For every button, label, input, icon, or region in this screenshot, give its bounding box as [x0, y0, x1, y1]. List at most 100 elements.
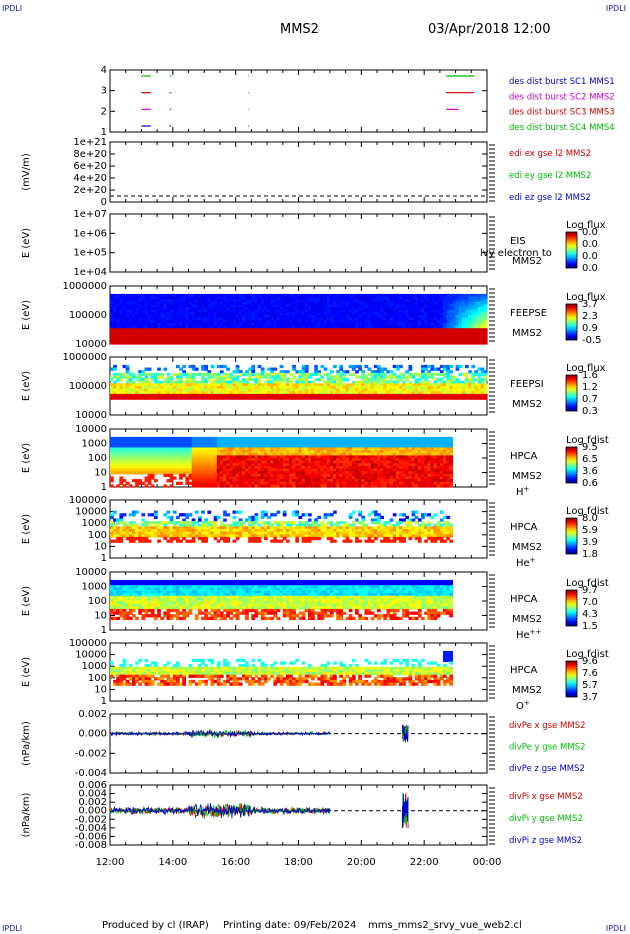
- eis-instrument-label: EIS: [510, 236, 526, 247]
- x-tick-label: 00:00: [473, 857, 502, 868]
- feepsi-ylabel: E (eV): [21, 371, 32, 401]
- x-tick-label: 20:00: [347, 857, 376, 868]
- burst-ytick-label: 2: [101, 106, 107, 117]
- hpca_h-colorbar-tick: 6.5: [582, 454, 598, 465]
- divpe-legend-entry: divPe y gse MMS2: [509, 743, 586, 753]
- feepse-colorbar-tick: 2.3: [582, 311, 598, 322]
- divpi-ytick-label: -0.006: [75, 831, 107, 842]
- burst-legend-entry: des dist burst SC3 MMS3: [509, 108, 615, 118]
- burst-ytick-label: 1: [101, 127, 107, 138]
- feepse-ytick-label: 10000: [75, 339, 107, 350]
- hpca_h-ytick-label: 1: [101, 482, 107, 493]
- feepse-ylabel: E (eV): [21, 300, 32, 330]
- hpca_o-ytick-label: 1000: [82, 661, 107, 672]
- corner-label-top-left: IPDLI: [2, 4, 23, 13]
- eis-colorbar-title: Log flux: [566, 220, 606, 231]
- corner-label-bottom-right: IPDLI: [605, 924, 626, 933]
- feepsi-instrument-label: FEEPSI: [510, 379, 544, 390]
- divpe-ylabel: (nPa/km): [21, 721, 32, 766]
- hpca_he2-colorbar-tick: 9.7: [582, 585, 598, 596]
- divpi-series-trace: [109, 802, 331, 818]
- feepsi-colorbar-tick: 1.2: [582, 382, 598, 393]
- divpe-ytick-label: 0.002: [78, 709, 107, 720]
- burst-legend-entry: des dist burst SC1 MMS1: [509, 77, 615, 87]
- edi-ylabel: (mV/m): [21, 153, 32, 191]
- eis-colorbar-tick: 0.0: [582, 239, 598, 250]
- hpca_he-ylabel: E (eV): [21, 514, 32, 544]
- edi-ytick-label: 0: [101, 197, 107, 208]
- divpi-legend-entry: divPi y gse MMS2: [509, 814, 583, 824]
- hpca_he-colorbar-tick: 8.0: [582, 513, 598, 524]
- divpe-legend-entry: divPe x gse MMS2: [509, 721, 586, 731]
- edi-legend-entry: edi ey gse l2 MMS2: [509, 171, 591, 181]
- edi-ytick-label: 8e+20: [73, 149, 107, 160]
- hpca_o-colorbar-tick: 3.7: [582, 692, 598, 703]
- divpe-ytick-label: 0.000: [78, 729, 107, 740]
- hpca_o-ytick-label: 10000: [75, 650, 107, 661]
- hpca_he2-colorbar-tick: 7.0: [582, 597, 598, 608]
- divpi-legend-entry: divPi x gse MMS2: [509, 792, 583, 802]
- eis-ytick-label: 1e+04: [73, 267, 107, 278]
- hpca_he-species-label: He+: [516, 556, 536, 569]
- hpca_he2-ytick-label: 1000: [82, 582, 107, 593]
- feepse-mission-label: MMS2: [512, 328, 542, 339]
- hpca_o-ytick-label: 100000: [69, 638, 107, 649]
- hpca_he2-ytick-label: 10: [94, 611, 107, 622]
- hpca_o-colorbar-tick: 7.6: [582, 668, 598, 679]
- hpca_he2-instrument-label: HPCA: [510, 594, 538, 605]
- feepsi-spectrogram: [110, 364, 488, 400]
- edi-ytick-label: 4e+20: [73, 173, 107, 184]
- hpca_he-ytick-label: 100: [88, 530, 107, 541]
- hpca_h-ylabel: E (eV): [21, 443, 32, 473]
- eis-mission-label: MMS2: [512, 256, 542, 267]
- hpca_o-species-label: O+: [516, 699, 530, 712]
- hpca_o-colorbar: [565, 660, 578, 698]
- hpca_h-colorbar-title: Log fdist: [566, 435, 609, 446]
- feepse-colorbar: [565, 303, 578, 341]
- feepsi-ytick-label: 10000: [75, 410, 107, 421]
- divpi-ytick-label: 0.000: [78, 806, 107, 817]
- burst-legend-entry: des dist burst SC2 MMS2: [509, 92, 615, 102]
- hpca_h-colorbar-tick: 3.6: [582, 466, 598, 477]
- hpca_o-spectrogram: [110, 650, 454, 686]
- hpca_he-ytick-label: 1000: [82, 518, 107, 529]
- edi-ytick-label: 6e+20: [73, 161, 107, 172]
- edi-legend-entry: edi ex gse l2 MMS2: [509, 149, 591, 159]
- hpca_o-instrument-label: HPCA: [510, 665, 538, 676]
- burst-ytick-label: 4: [101, 65, 107, 76]
- edi-frame: [109, 141, 488, 203]
- feepsi-colorbar: [565, 374, 578, 412]
- hpca_he-colorbar-tick: 5.9: [582, 525, 598, 536]
- datetime-title: 03/Apr/2018 12:00: [428, 22, 551, 37]
- x-tick-label: 16:00: [221, 857, 250, 868]
- mission-title: MMS2: [280, 22, 319, 37]
- divpi-legend-entry: divPi z gse MMS2: [509, 836, 582, 846]
- hpca_he2-colorbar-tick: 4.3: [582, 609, 598, 620]
- divpe-series-trace: [109, 729, 331, 738]
- divpi-ytick-label: 0.006: [78, 780, 107, 791]
- hpca_he-ytick-label: 100000: [69, 495, 107, 506]
- feepsi-colorbar-tick: 1.6: [582, 370, 598, 381]
- eis-colorbar-tick: 0.0: [582, 227, 598, 238]
- hpca_o-ylabel: E (eV): [21, 657, 32, 687]
- footer-produced-by: Produced by cl (IRAP): [102, 920, 209, 931]
- feepse-colorbar-tick: 3.7: [582, 299, 598, 310]
- hpca_he2-ytick-label: 100: [88, 596, 107, 607]
- divpi-ylabel: (nPa/km): [21, 793, 32, 838]
- divpi-ytick-label: 0.002: [78, 797, 107, 808]
- x-tick-label: 12:00: [96, 857, 125, 868]
- hpca_h-mission-label: MMS2: [512, 471, 542, 482]
- hpca_he2-spectrogram: [110, 579, 454, 621]
- feepse-colorbar-title: Log flux: [566, 292, 606, 303]
- eis-frame: [109, 213, 488, 273]
- hpca_o-ytick-label: 1: [101, 696, 107, 707]
- edi-legend-entry: edi ez gse l2 MMS2: [509, 193, 591, 203]
- x-tick-label: 14:00: [158, 857, 187, 868]
- burst-frame: [109, 69, 488, 133]
- eis-ytick-label: 1e+05: [73, 248, 107, 259]
- hpca_o-mission-label: MMS2: [512, 685, 542, 696]
- divpi-ytick-label: -0.008: [75, 840, 107, 851]
- hpca_he2-ylabel: E (eV): [21, 586, 32, 616]
- divpe-frame: [109, 713, 488, 774]
